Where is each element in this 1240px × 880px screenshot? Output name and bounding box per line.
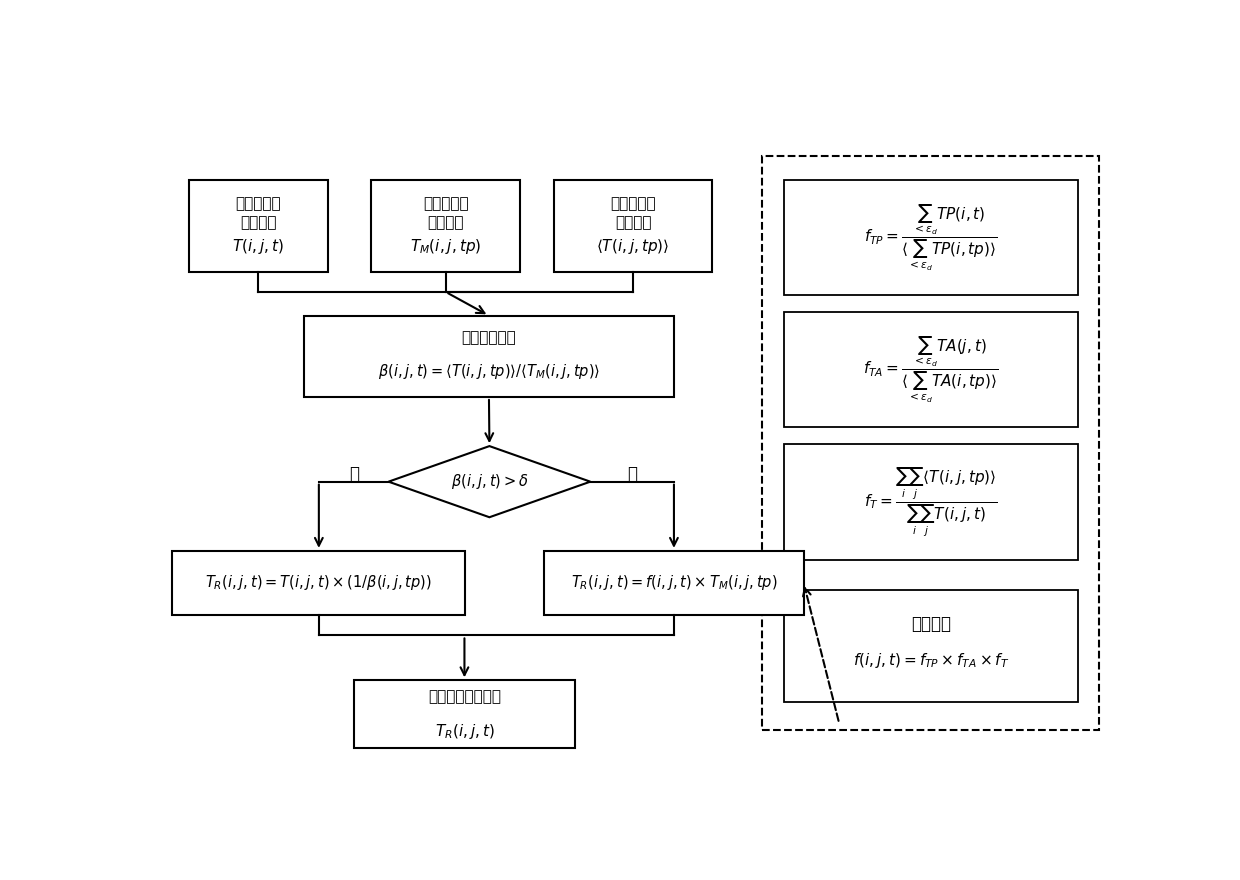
- FancyBboxPatch shape: [785, 180, 1078, 296]
- Text: $T_R(i,j,t) = f(i,j,t) \times T_M(i,j,tp)$: $T_R(i,j,t) = f(i,j,t) \times T_M(i,j,tp…: [570, 574, 777, 592]
- Text: 是: 是: [348, 465, 358, 482]
- Text: 区域间交通: 区域间交通: [236, 196, 281, 211]
- FancyBboxPatch shape: [172, 551, 465, 615]
- Text: 活力系数: 活力系数: [911, 614, 951, 633]
- Text: 历史出行: 历史出行: [615, 215, 651, 230]
- Text: 实时出行: 实时出行: [241, 215, 277, 230]
- Text: 确定比例因子: 确定比例因子: [461, 331, 516, 346]
- FancyBboxPatch shape: [371, 180, 521, 272]
- Text: 区域间交通: 区域间交通: [610, 196, 656, 211]
- Text: 区域间居民: 区域间居民: [423, 196, 469, 211]
- Text: $\langle T(i,j,tp)\rangle$: $\langle T(i,j,tp)\rangle$: [596, 237, 670, 256]
- FancyBboxPatch shape: [785, 444, 1078, 560]
- Polygon shape: [388, 446, 590, 517]
- Text: $f_{TP} = \dfrac{\sum_{<\varepsilon_d} TP(i,t)}{\langle\sum_{<\varepsilon_d} TP(: $f_{TP} = \dfrac{\sum_{<\varepsilon_d} T…: [864, 202, 998, 273]
- FancyBboxPatch shape: [554, 180, 712, 272]
- FancyBboxPatch shape: [188, 180, 327, 272]
- Text: $T_R(i,j,t) = T(i,j,t) \times (1/\beta(i,j,tp))$: $T_R(i,j,t) = T(i,j,t) \times (1/\beta(i…: [206, 574, 433, 592]
- FancyBboxPatch shape: [785, 590, 1078, 702]
- Text: $f_{TA} = \dfrac{\sum_{<\varepsilon_d} TA(j,t)}{\langle\sum_{<\varepsilon_d} TA(: $f_{TA} = \dfrac{\sum_{<\varepsilon_d} T…: [863, 334, 998, 405]
- Text: $f_T = \dfrac{\sum_i\sum_j\langle T(i,j,tp)\rangle}{\sum_i\sum_j T(i,j,t)}$: $f_T = \dfrac{\sum_i\sum_j\langle T(i,j,…: [864, 466, 998, 539]
- Text: $T_R(i,j,t)$: $T_R(i,j,t)$: [434, 722, 495, 741]
- FancyBboxPatch shape: [763, 156, 1099, 730]
- Text: $\beta(i,j,t) > \delta$: $\beta(i,j,t) > \delta$: [450, 473, 528, 491]
- FancyBboxPatch shape: [544, 551, 804, 615]
- Text: $T_M(i,j,tp)$: $T_M(i,j,tp)$: [410, 237, 481, 256]
- Text: $T(i,j,t)$: $T(i,j,t)$: [232, 237, 284, 256]
- FancyBboxPatch shape: [353, 680, 575, 748]
- FancyBboxPatch shape: [304, 316, 675, 397]
- Text: 否: 否: [627, 465, 637, 482]
- Text: $f(i,j,t) = f_{TP} \times f_{TA} \times f_T$: $f(i,j,t) = f_{TP} \times f_{TA} \times …: [853, 651, 1009, 671]
- Text: 居民实时出行信息: 居民实时出行信息: [428, 690, 501, 705]
- FancyBboxPatch shape: [785, 312, 1078, 428]
- Text: 历史出行: 历史出行: [428, 215, 464, 230]
- Text: $\beta(i,j,t) = \langle T(i,j,tp)\rangle/\langle T_M(i,j,tp)\rangle$: $\beta(i,j,t) = \langle T(i,j,tp)\rangle…: [378, 362, 600, 381]
